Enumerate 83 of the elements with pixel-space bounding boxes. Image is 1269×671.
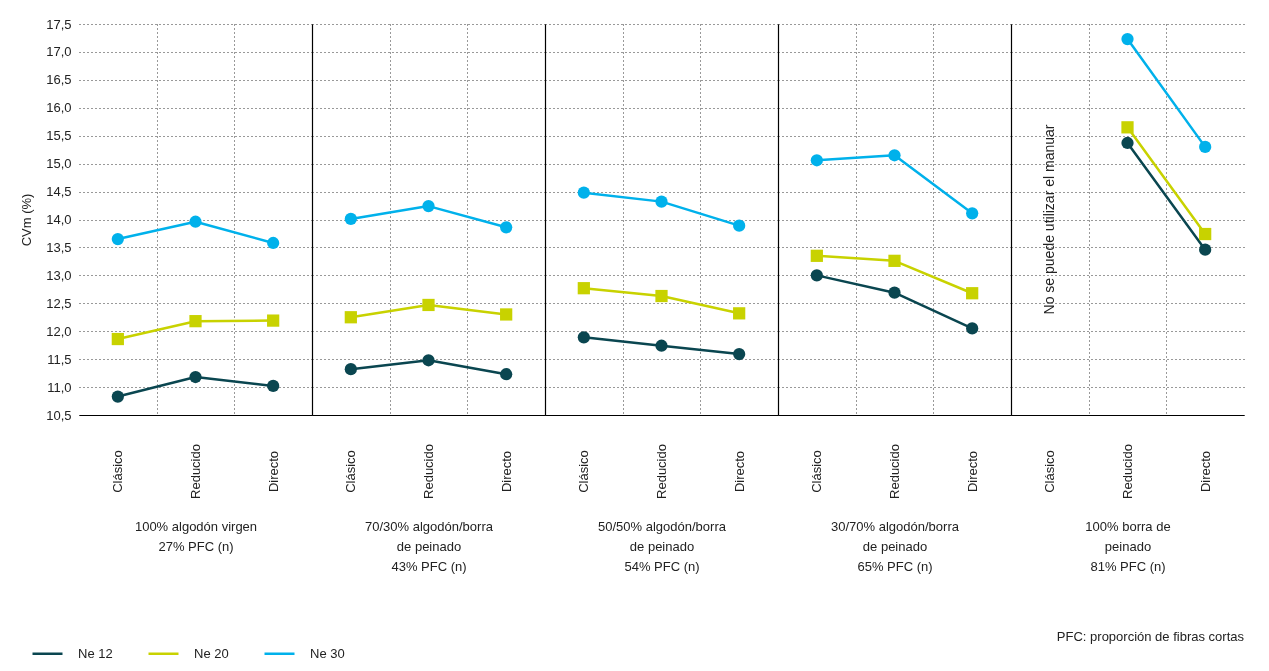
y-tick-label: 15,0 (46, 156, 72, 172)
point (1121, 136, 1134, 150)
point (966, 207, 979, 220)
point (500, 221, 513, 234)
y-tick-label: 12,0 (46, 323, 72, 339)
point (111, 232, 124, 246)
point (189, 315, 202, 328)
point (888, 286, 901, 299)
x-tick-label: Clásico (576, 450, 592, 493)
x-tick-label: Directo (498, 450, 514, 493)
y-tick-label: 13,0 (46, 267, 72, 283)
point (267, 379, 280, 393)
point (267, 314, 280, 327)
point (577, 331, 590, 344)
legend-label: Ne 30 (310, 645, 345, 661)
point (655, 339, 668, 352)
point (810, 154, 823, 167)
legend-label: Ne 12 (78, 645, 113, 661)
y-axis-title: CVm (%) (19, 193, 35, 247)
y-tick-label: 17,5 (46, 16, 72, 32)
point (1199, 140, 1212, 153)
y-tick-label: 11,0 (47, 379, 72, 395)
point (733, 307, 746, 320)
x-tick-label: Directo (964, 450, 980, 493)
x-axis-title: 100% borra de peinado 81% PFC (n) (1085, 518, 1171, 574)
point (500, 368, 513, 381)
y-tick-label: 15,5 (46, 128, 72, 144)
x-tick-label: Clásico (809, 450, 825, 493)
legend-label: Ne 20 (194, 645, 229, 661)
x-tick-label: Clásico (343, 450, 359, 493)
y-tick-label: 14,0 (46, 212, 72, 227)
point (344, 363, 357, 376)
point (422, 298, 435, 312)
point (500, 308, 513, 321)
x-tick-label: Reducido (188, 444, 203, 499)
x-tick-label: Reducido (654, 444, 669, 499)
point (655, 195, 668, 208)
point (577, 282, 590, 295)
point (810, 269, 823, 282)
point (111, 390, 124, 403)
point (810, 249, 823, 262)
point (422, 354, 435, 367)
y-tick-label: 17,0 (46, 44, 72, 60)
annotation: No se puede utilizar el manuar (1040, 124, 1057, 315)
point (344, 311, 357, 324)
y-tick-label: 16,5 (46, 72, 72, 88)
y-tick-label: 11,5 (47, 351, 72, 367)
x-axis-title: 100% algodón virgen 27% PFC (n) (134, 518, 258, 554)
x-axis-title: 30/70% algodón/borra de peinado 65% PFC (n) (831, 518, 960, 574)
x-tick-label: Clásico (110, 450, 126, 493)
point (966, 287, 979, 300)
point (577, 186, 590, 199)
point (1121, 121, 1134, 134)
point (888, 254, 901, 267)
point (733, 219, 746, 232)
text: PFC: proporción de fibras cortas (1056, 629, 1245, 644)
x-axis-title: 70/30% algodón/borra de peinado 43% PFC (n) (365, 518, 494, 574)
point (422, 199, 435, 213)
x-tick-label: Directo (265, 450, 281, 493)
point (888, 149, 901, 162)
point (189, 370, 202, 384)
point (267, 236, 280, 250)
point (655, 289, 668, 303)
y-tick-label: 13,5 (46, 239, 72, 255)
point (733, 348, 746, 361)
y-tick-label: 14,5 (46, 184, 72, 200)
point (189, 215, 202, 228)
x-tick-label: Directo (1197, 450, 1213, 493)
x-tick-label: Directo (731, 450, 747, 493)
y-tick-label: 10,5 (46, 407, 72, 423)
point (1199, 243, 1212, 256)
point (966, 322, 979, 335)
y-tick-label: 12,5 (46, 295, 72, 311)
x-tick-label: Reducido (421, 444, 436, 499)
x-tick-label: Reducido (887, 444, 902, 499)
point (344, 212, 357, 226)
x-axis-title: 50/50% algodón/borra de peinado 54% PFC (n) (598, 518, 727, 574)
point (1121, 32, 1134, 46)
x-tick-label: Clásico (1042, 450, 1058, 493)
point (111, 332, 124, 346)
y-tick-label: 16,0 (46, 100, 72, 116)
x-tick-label: Reducido (1120, 444, 1135, 499)
point (1199, 227, 1212, 241)
